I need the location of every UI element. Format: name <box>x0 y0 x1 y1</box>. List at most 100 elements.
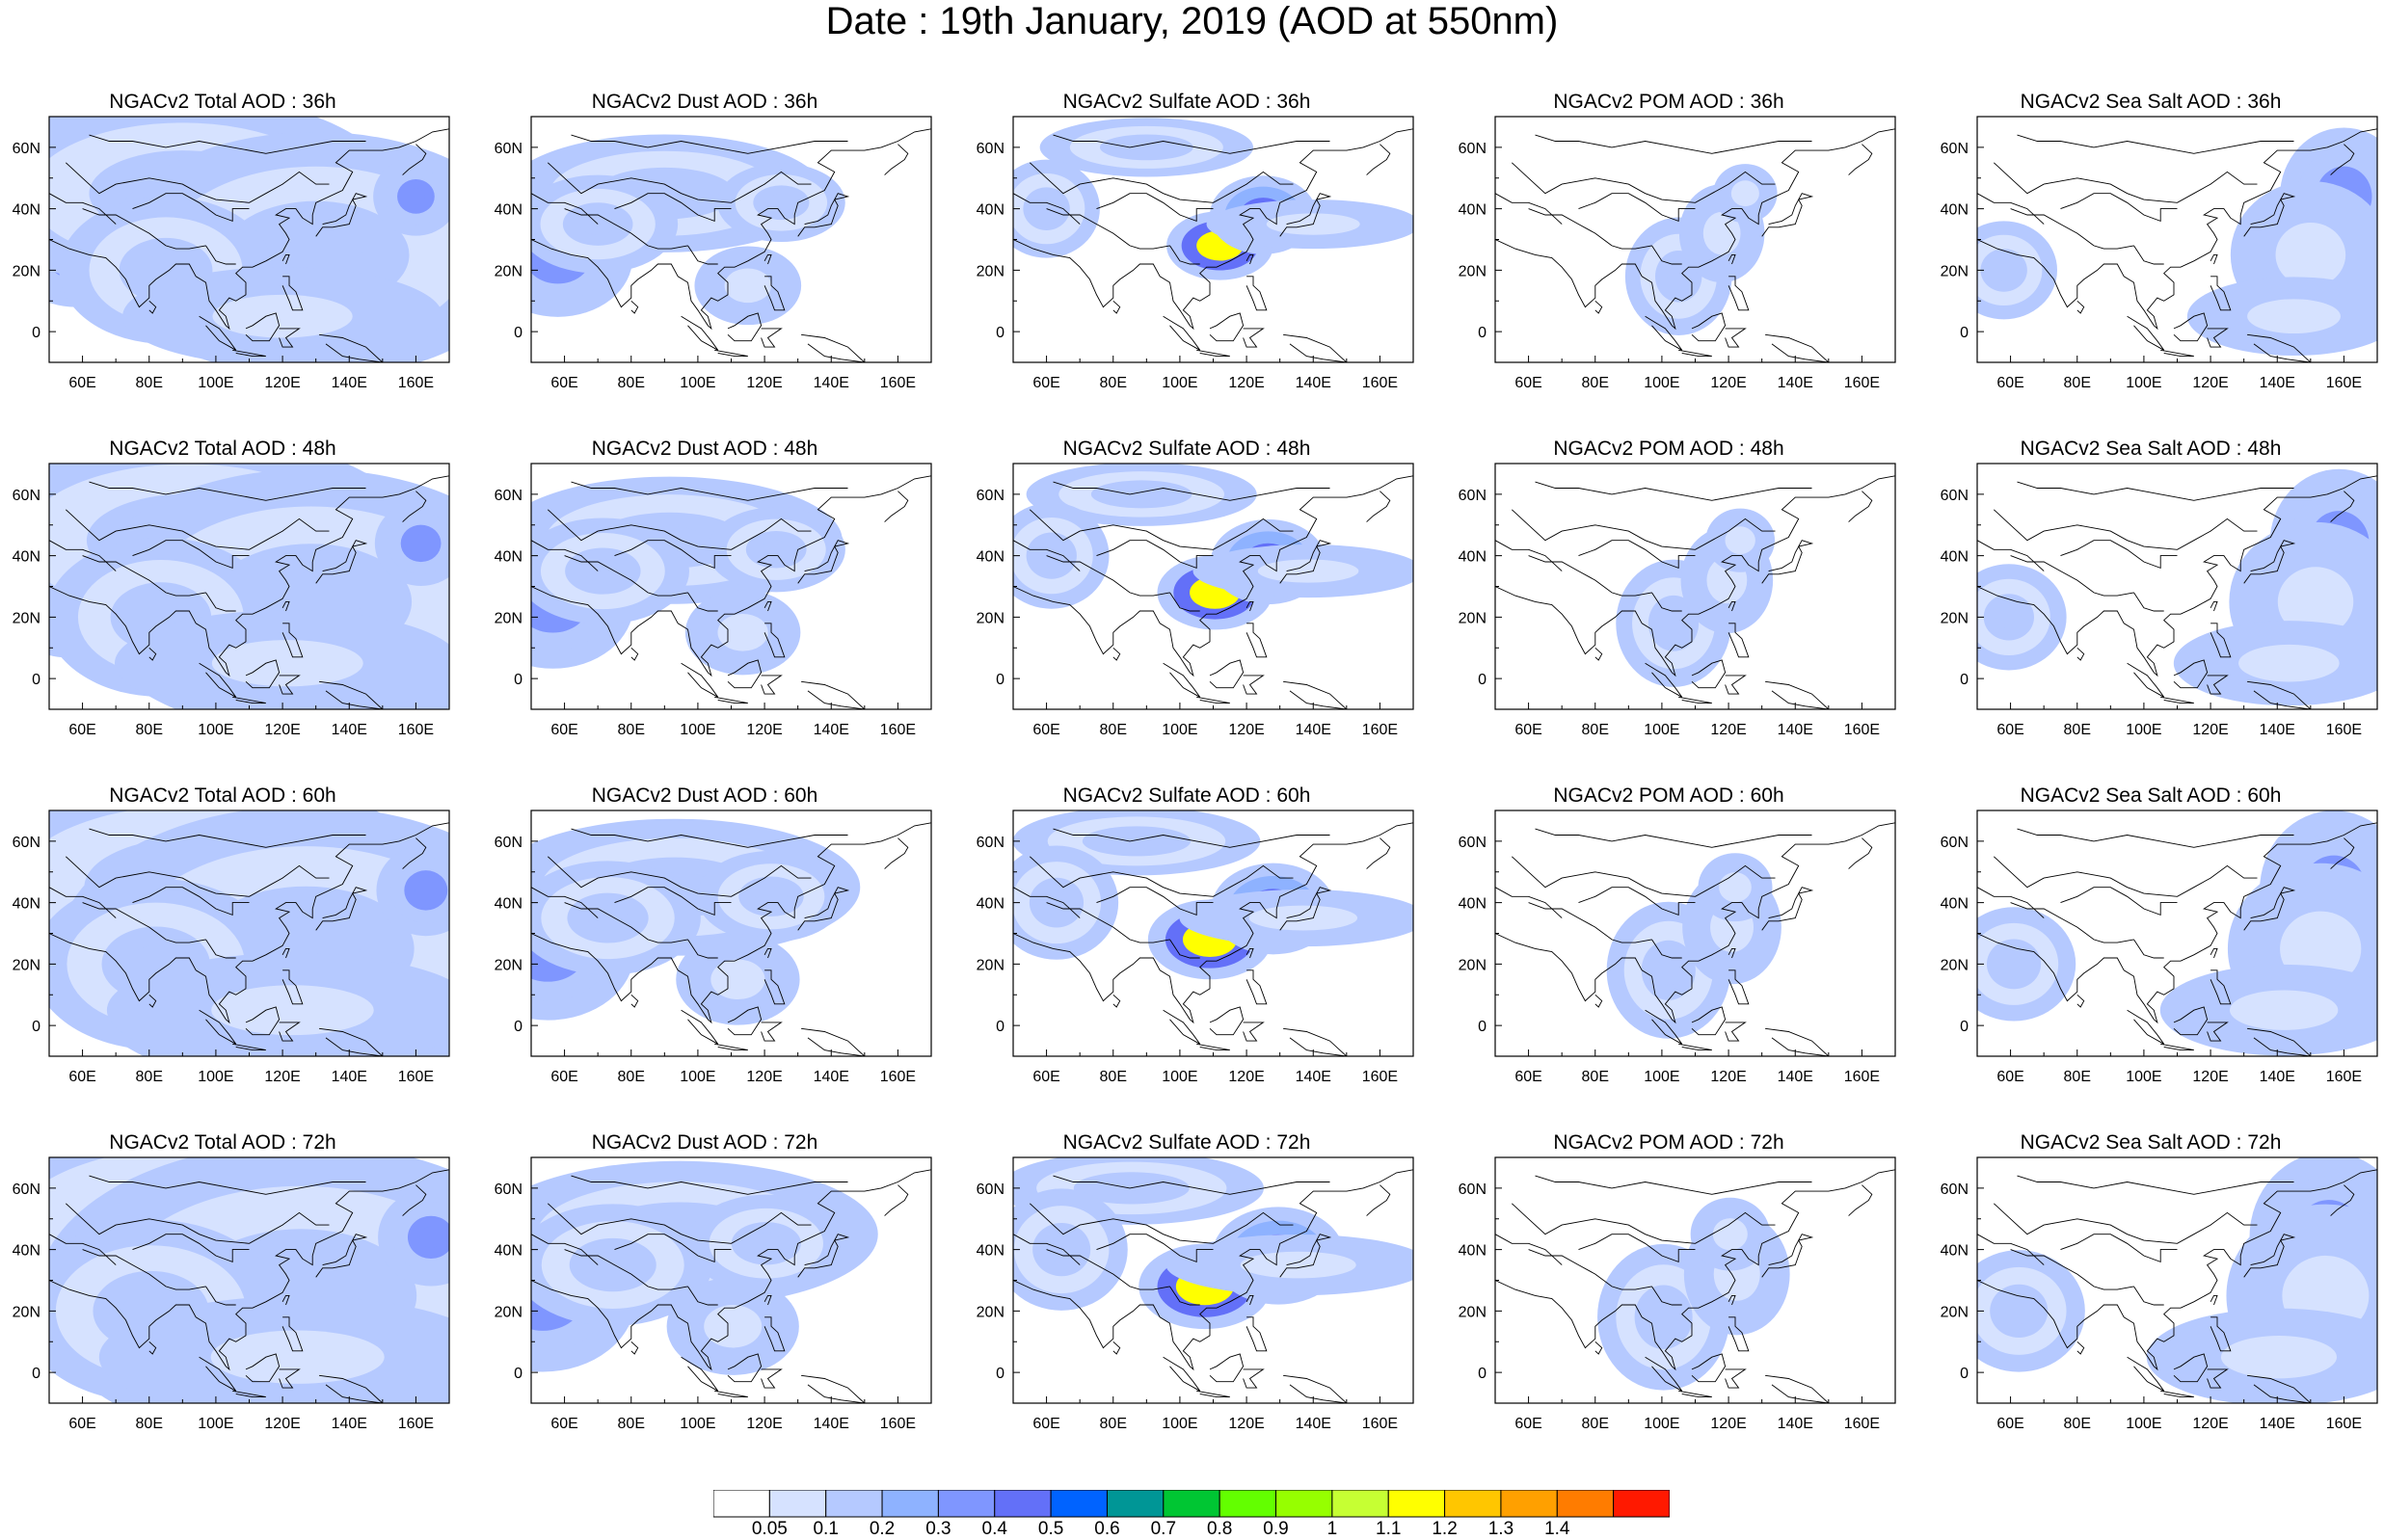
coastline <box>1246 600 1254 612</box>
coastline <box>761 1022 783 1042</box>
lon-tick-label: 100E <box>2126 375 2161 391</box>
coastline <box>319 333 384 362</box>
lon-tick-label: 60E <box>1514 375 1541 391</box>
lon-tick-label: 80E <box>1582 1416 1609 1432</box>
coastline <box>2133 1286 2164 1306</box>
coastline <box>49 193 117 225</box>
coastline <box>801 1027 866 1056</box>
lon-tick-label: 80E <box>1100 375 1127 391</box>
lon-tick-label: 120E <box>264 722 300 738</box>
coastline <box>89 1175 366 1195</box>
coastline <box>2076 647 2085 661</box>
coastline <box>714 1043 748 1051</box>
coastline <box>1279 193 1332 237</box>
coastline <box>2173 1006 2209 1036</box>
aod-region <box>766 194 795 212</box>
coastline <box>763 1316 786 1352</box>
lat-tick-label: 40N <box>13 1243 40 1260</box>
lat-tick-label: 40N <box>977 896 1004 913</box>
lat-tick-label: 0 <box>996 672 1004 688</box>
lon-tick-label: 140E <box>332 1069 367 1085</box>
coastline <box>630 994 639 1008</box>
colorbar-box <box>1444 1490 1502 1518</box>
coastline <box>2076 1341 2085 1355</box>
map-plot: 60E 80E 100E 120E 140E 160E 60N 40N 20N 0 <box>1459 463 1896 738</box>
coastline <box>2010 555 2134 597</box>
colorbar-box <box>994 1490 1052 1518</box>
colorbar-box <box>1219 1490 1277 1518</box>
coastline <box>1246 947 1254 959</box>
coastline <box>571 1175 848 1195</box>
coastline <box>1761 887 1814 931</box>
coastline <box>1029 509 1294 550</box>
panel-title: NGACv2 Sea Salt AOD : 36h <box>2020 91 2282 113</box>
lon-tick-label: 120E <box>1228 722 1264 738</box>
aod-region <box>2263 653 2315 673</box>
coastline <box>1977 822 2377 1024</box>
map-panel: NGACv2 Dust AOD : 36h 60E 80E 100E 120E 140E 1… <box>483 90 965 446</box>
lat-tick-label: 0 <box>1478 1019 1487 1035</box>
coastlines <box>1977 475 2377 709</box>
aod-region <box>1712 222 1731 245</box>
lon-tick-label: 140E <box>1778 1069 1813 1085</box>
coastline <box>1112 994 1121 1008</box>
aod-field <box>49 810 449 1056</box>
panel-title: NGACv2 Sulfate AOD : 72h <box>1062 1131 1311 1154</box>
coastline <box>1678 1390 1712 1398</box>
coastline <box>1053 481 1330 501</box>
coastline <box>1678 1043 1712 1051</box>
coastline <box>614 540 732 570</box>
lon-tick-label: 140E <box>1778 1416 1813 1432</box>
lon-tick-label: 160E <box>1844 722 1880 738</box>
coastline <box>687 245 718 265</box>
coastline <box>1651 939 1682 959</box>
coastline <box>1169 592 1200 612</box>
coastline <box>1765 680 1830 709</box>
lat-tick-label: 60N <box>1459 488 1487 504</box>
coastline <box>1977 475 2377 677</box>
coastline <box>49 475 449 677</box>
coastline <box>547 509 812 550</box>
coastline <box>1366 491 1391 522</box>
coastline <box>1535 481 1812 501</box>
coastline <box>2330 144 2355 175</box>
coastline <box>1578 193 1696 223</box>
lon-tick-label: 60E <box>1032 722 1059 738</box>
coastline <box>2210 1316 2232 1352</box>
coastline <box>564 1249 688 1290</box>
map-plot: 60E 80E 100E 120E 140E 160E 60N 40N 20N 0 <box>495 116 932 391</box>
coastline <box>245 1006 281 1036</box>
coastline <box>1096 540 1214 570</box>
map-panel: NGACv2 Sea Salt AOD : 36h 60E 80E 100E 120E 1… <box>1929 90 2384 446</box>
lon-tick-label: 100E <box>680 375 715 391</box>
coastline <box>801 680 866 709</box>
map-panel: NGACv2 POM AOD : 60h 60E 80E 100E 120E 140E 16… <box>1447 783 1929 1140</box>
coastline <box>1163 662 1201 698</box>
coastline <box>245 1353 281 1383</box>
lat-tick-label: 40N <box>495 549 522 566</box>
lat-tick-label: 0 <box>1960 1366 1969 1382</box>
coastline <box>1977 540 2045 571</box>
lon-tick-label: 100E <box>198 1416 233 1432</box>
map-panel: NGACv2 Sulfate AOD : 48h 60E 80E 100E 120E 14… <box>965 437 1447 793</box>
colorbar-label: 1.3 <box>1487 1519 1514 1539</box>
coastline <box>1495 193 1563 225</box>
lat-tick-label: 40N <box>495 896 522 913</box>
coastline <box>1691 1353 1727 1383</box>
lon-tick-label: 100E <box>2126 722 2161 738</box>
colorbar-box <box>1556 1490 1615 1518</box>
map-plot: 60E 80E 100E 120E 140E 160E 60N 40N 20N 0 <box>1459 116 1896 391</box>
aod-region <box>748 1233 784 1255</box>
coastline <box>1691 659 1727 689</box>
coastline <box>2330 837 2355 869</box>
coastline <box>884 491 909 522</box>
lon-tick-label: 160E <box>1844 1416 1880 1432</box>
lon-tick-label: 60E <box>1032 1416 1059 1432</box>
colorbar-label: 0.1 <box>813 1519 839 1539</box>
panel-title: NGACv2 Sulfate AOD : 48h <box>1062 438 1311 460</box>
coastline <box>65 1203 330 1244</box>
lon-tick-label: 100E <box>680 1416 715 1432</box>
coastline <box>65 509 330 550</box>
coastline <box>1169 939 1200 959</box>
coastline <box>1246 969 1268 1005</box>
